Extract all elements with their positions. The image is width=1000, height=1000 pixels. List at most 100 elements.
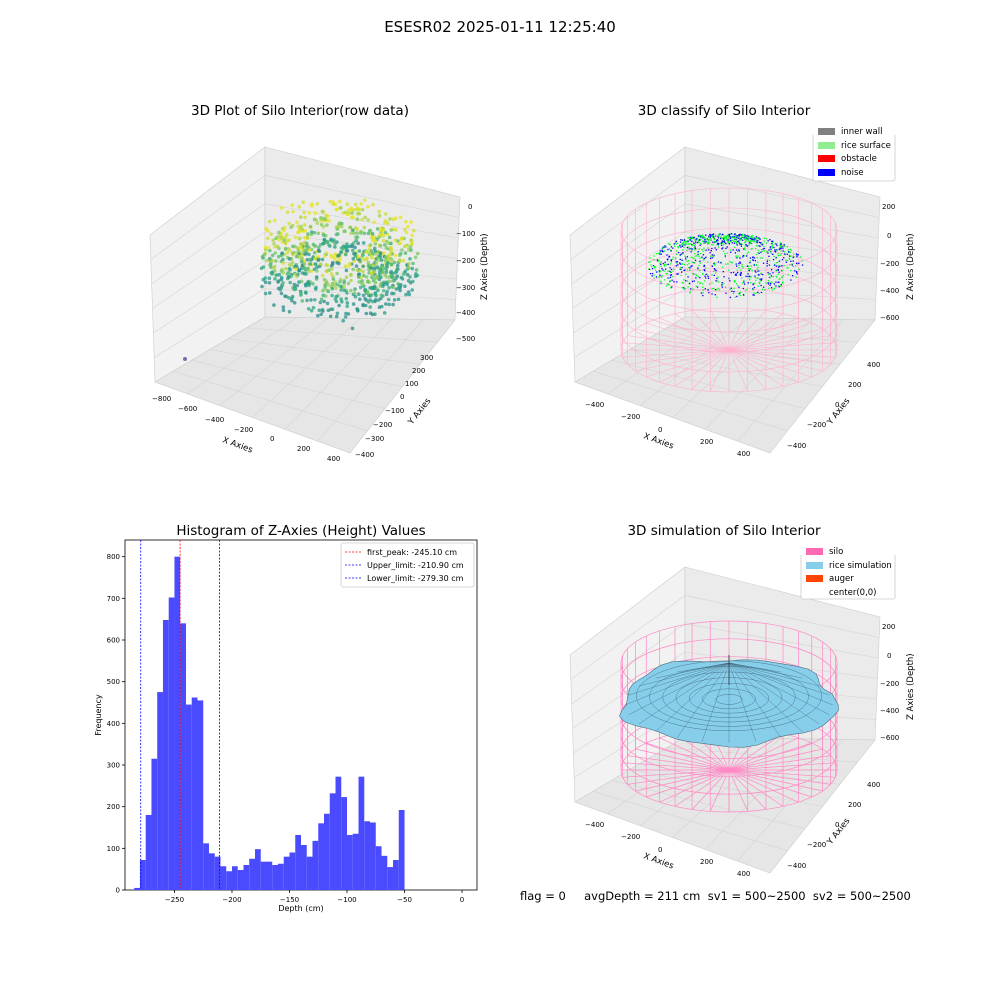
raw-ztick: −100 (456, 230, 475, 238)
classify-silo-wireframe (620, 187, 838, 393)
rice-surface-point (738, 267, 740, 269)
raw-point (307, 281, 311, 286)
rice-surface-point (774, 263, 776, 266)
raw-point (413, 255, 418, 260)
rice-surface-point (729, 288, 731, 290)
surface-mesh-spoke (728, 662, 820, 725)
rice-surface-point (751, 235, 753, 237)
rice-surface-point (665, 273, 667, 275)
noise-point (740, 245, 743, 247)
rice-surface-point (691, 250, 693, 252)
noise-point (758, 237, 760, 239)
noise-point (667, 277, 669, 279)
raw-point (378, 243, 383, 248)
noise-point (734, 274, 737, 276)
raw-point (272, 265, 276, 270)
classify-xtick: 400 (737, 450, 750, 458)
noise-point (715, 269, 717, 272)
rice-surface-point (681, 243, 683, 245)
rice-surface-point (686, 241, 688, 243)
raw-point (321, 225, 326, 229)
raw-point (294, 254, 299, 259)
rice-surface-point (686, 249, 688, 252)
rice-surface-point (772, 244, 774, 246)
noise-point (693, 280, 695, 282)
noise-point (760, 291, 763, 294)
rice-surface-point (682, 253, 684, 255)
silo-floor-spoke (674, 313, 730, 351)
raw-point (274, 259, 278, 263)
rice-surface-point (666, 273, 668, 275)
noise-point (727, 239, 730, 241)
rice-surface-point (716, 280, 718, 282)
rice-surface-point (661, 276, 663, 278)
raw-point (287, 257, 292, 261)
raw-point (303, 215, 307, 220)
rice-surface-point (697, 269, 699, 271)
rice-surface-point (649, 257, 651, 259)
noise-point (801, 264, 804, 266)
raw-point (338, 199, 342, 204)
raw-point (374, 252, 378, 256)
noise-point (754, 275, 756, 277)
rice-surface-point (745, 236, 747, 238)
noise-point (682, 287, 685, 289)
rice-surface-point (692, 288, 694, 290)
rice-surface-point (670, 261, 672, 263)
silo-floor-spoke (728, 769, 836, 778)
raw-point (337, 221, 342, 225)
rice-surface-point (713, 270, 715, 272)
noise-point (661, 267, 663, 270)
rice-surface-point (755, 237, 758, 239)
simulation-xtick: 0 (658, 846, 662, 854)
rice-surface-point (779, 242, 781, 244)
noise-point (734, 235, 736, 238)
rice-surface-point (677, 245, 679, 248)
raw-point (387, 286, 391, 290)
rice-surface-point (766, 251, 768, 253)
raw-point (318, 300, 323, 305)
raw-point (383, 243, 387, 247)
noise-point (751, 238, 753, 240)
raw-point (275, 244, 280, 249)
rice-surface-point (668, 243, 670, 245)
raw-point (297, 205, 302, 209)
raw-point (324, 269, 329, 273)
silo-floor-spoke (691, 310, 730, 351)
noise-point (740, 272, 742, 274)
noise-point (685, 258, 687, 260)
silo-floor-spoke (728, 349, 749, 392)
noise-point (715, 249, 717, 251)
rice-surface-point (738, 264, 740, 266)
raw-point (303, 229, 307, 233)
raw-point (391, 285, 395, 290)
raw-point (357, 211, 362, 216)
raw-point (316, 254, 320, 259)
rice-surface-point (727, 241, 729, 243)
noise-point (777, 268, 779, 271)
noise-point (700, 292, 703, 294)
noise-point (740, 238, 742, 240)
rice-surface-point (795, 265, 797, 267)
raw-point (408, 245, 413, 249)
classify-ytick: −400 (787, 442, 806, 450)
raw-point (381, 251, 386, 255)
noise-point (681, 266, 683, 269)
noise-point (747, 238, 749, 240)
noise-point (723, 239, 725, 242)
legend-label: silo (829, 547, 844, 557)
rice-surface-point (663, 265, 666, 267)
rice-surface-point (773, 288, 776, 290)
histogram-bar (301, 845, 307, 890)
noise-point (732, 249, 734, 251)
raw-point (316, 313, 320, 318)
histogram-bar (134, 887, 140, 890)
noise-point (651, 268, 654, 270)
simulation-xtick: 200 (700, 858, 713, 866)
simulation-plot-title: 3D simulation of Silo Interior (627, 523, 821, 539)
raw-point (287, 221, 291, 226)
noise-point (667, 258, 669, 260)
noise-point (691, 248, 693, 250)
rice-surface-point (789, 258, 791, 260)
raw-point (387, 302, 392, 307)
